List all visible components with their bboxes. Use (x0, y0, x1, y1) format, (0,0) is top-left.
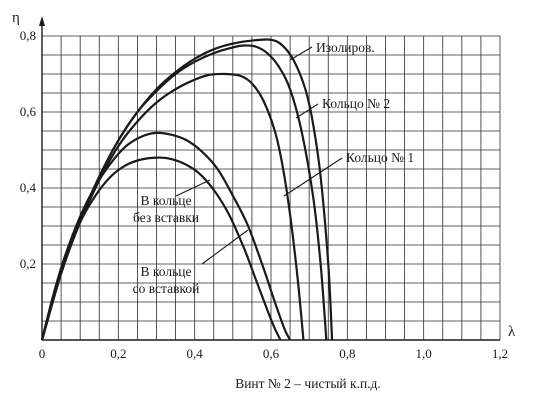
annotation-label: Кольцо № 1 (346, 150, 414, 165)
annotation-label: Кольцо № 2 (322, 96, 390, 111)
x-tick-label: 0,4 (187, 346, 204, 361)
series-group (40, 38, 334, 341)
annotation-leader (289, 46, 313, 61)
grid (41, 35, 501, 341)
axes (39, 16, 500, 341)
y-tick-label: 0,4 (20, 180, 37, 195)
annotation-label: В кольце (141, 193, 192, 208)
x-tick-label: 0 (39, 346, 46, 361)
annotation-leader (283, 157, 343, 197)
tick-labels: 0 0,2 0,4 0,6 0,8 1,0 1,2 0,2 0,4 0,6 0,8 (20, 28, 508, 361)
annotation-label: В кольце (141, 264, 192, 279)
annotation-leader (175, 179, 211, 197)
series-line-5 (40, 156, 282, 341)
chart-caption: Винт № 2 – чистый к.п.д. (235, 376, 381, 391)
x-tick-label: 0,6 (263, 346, 280, 361)
x-tick-label: 0,2 (110, 346, 126, 361)
annotation-leader (295, 103, 319, 119)
series-line-2 (40, 44, 328, 341)
x-tick-label: 0,8 (339, 346, 355, 361)
y-tick-label: 0,6 (20, 104, 37, 119)
series-line-4 (40, 131, 292, 341)
annotations: Изолиров. Кольцо № 2 Кольцо № 1 В кольце без… (133, 40, 415, 296)
y-axis-arrow (39, 16, 45, 26)
x-tick-label: 1,2 (492, 346, 508, 361)
annotation-label: Изолиров. (316, 40, 375, 55)
x-tick-label: 1,0 (416, 346, 432, 361)
annotation-label: без вставки (133, 210, 199, 225)
y-tick-label: 0,2 (20, 256, 36, 271)
y-tick-label: 0,8 (20, 28, 36, 43)
y-axis-label: η (12, 10, 20, 26)
annotation-leader (201, 229, 249, 265)
x-axis-label: λ (508, 324, 516, 340)
annotation-label: со вставкой (133, 281, 200, 296)
